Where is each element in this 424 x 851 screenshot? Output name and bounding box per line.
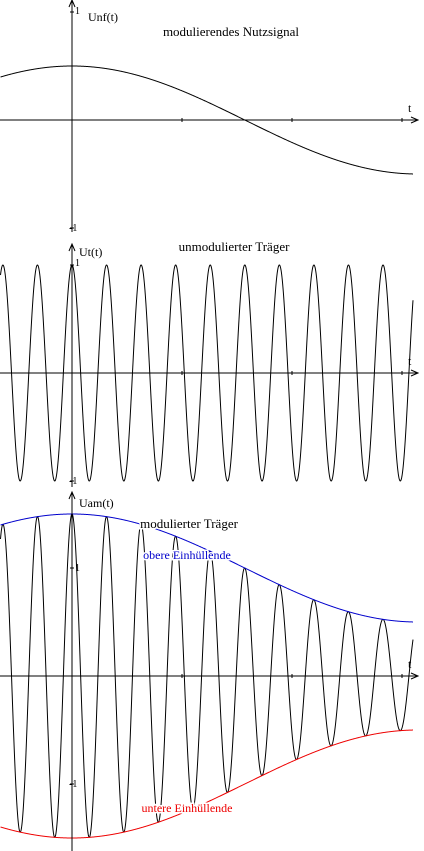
signal-curve: [0, 264, 414, 482]
chart-title: unmodulierter Träger: [179, 239, 291, 254]
series-obere-einh-llende: [0, 513, 413, 623]
y-axis-label: Ut(t): [79, 245, 102, 259]
y-axis-label: Unf(t): [88, 10, 118, 24]
chart-title: modulierter Träger: [140, 516, 239, 531]
y-tick-label-bottom: -1: [69, 223, 77, 234]
panel-nutzsignal: 1 -1 Unf(t) t modulierendes Nutzsignal: [0, 0, 420, 234]
x-axis-arrow: [410, 369, 420, 377]
x-axis-label: t: [408, 101, 412, 115]
x-axis-arrow: [410, 672, 420, 680]
y-tick-label-top: 1: [75, 6, 80, 17]
chart-title: modulierendes Nutzsignal: [163, 24, 299, 39]
signal-curve: [0, 513, 414, 838]
y-tick-label-bottom: -1: [69, 779, 77, 790]
y-tick-label-bottom: -1: [69, 476, 77, 487]
y-axis-arrow: [68, 490, 76, 500]
series-untere-einh-llende: [0, 729, 413, 839]
y-axis-label: Uam(t): [79, 496, 114, 510]
panel-modulierter-traeger: 1 -1 Uam(t) t modulierter Träger obere Einhül…: [0, 490, 420, 851]
lower-envelope-label: untere Einhüllende: [142, 801, 233, 815]
panel-traeger: 1 -1 Ut(t) t unmodulierter Träger: [0, 238, 420, 487]
x-axis-label: t: [408, 657, 412, 671]
y-axis-arrow: [68, 242, 76, 252]
signal-curve: [0, 65, 413, 175]
x-axis-label: t: [408, 354, 412, 368]
y-tick-label-top: 1: [75, 258, 80, 269]
x-axis-arrow: [410, 116, 420, 124]
y-axis-arrow: [68, 0, 76, 8]
y-tick-label-top: 1: [75, 563, 80, 574]
upper-envelope-label: obere Einhüllende: [143, 548, 231, 562]
